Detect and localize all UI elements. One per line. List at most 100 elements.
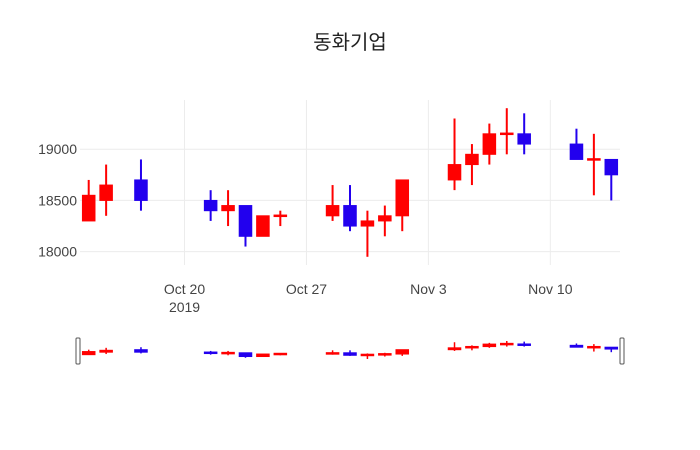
- slider-candle[interactable]: [360, 353, 375, 360]
- slider-candle-body: [99, 349, 113, 353]
- candle-body: [238, 205, 253, 237]
- slider-candle-body: [517, 343, 531, 346]
- slider-candle-body: [221, 351, 235, 355]
- slider-candle[interactable]: [343, 350, 357, 356]
- slider-candle-body: [465, 345, 479, 349]
- candle[interactable]: [203, 190, 218, 221]
- slider-candle-body: [500, 342, 514, 346]
- slider-candle[interactable]: [99, 347, 113, 355]
- y-tick-label: 18500: [38, 192, 77, 208]
- candle-body: [517, 133, 531, 145]
- candle[interactable]: [500, 108, 514, 155]
- grid: [80, 100, 620, 265]
- candle[interactable]: [447, 118, 462, 191]
- slider-candle-body: [343, 352, 357, 356]
- slider-candle[interactable]: [203, 350, 218, 355]
- candle-body: [325, 205, 340, 217]
- candle[interactable]: [569, 128, 584, 160]
- candle-body: [81, 194, 96, 222]
- range-slider-left-handle[interactable]: [75, 337, 81, 365]
- slider-candle[interactable]: [604, 346, 619, 353]
- candle-body: [360, 220, 375, 227]
- candle[interactable]: [221, 190, 235, 227]
- candle-body: [569, 143, 584, 160]
- x-tick-label: Oct 20: [164, 281, 205, 297]
- candle[interactable]: [238, 205, 253, 247]
- slider-candle-body: [604, 346, 619, 350]
- slider-candle[interactable]: [500, 340, 514, 347]
- slider-candle[interactable]: [447, 342, 462, 351]
- candle-body: [465, 153, 479, 166]
- x-tick-label: Nov 3: [410, 281, 447, 297]
- slider-candle[interactable]: [465, 345, 479, 351]
- candle-body: [134, 179, 148, 201]
- slider-candle-body: [569, 344, 584, 348]
- slider-candle[interactable]: [221, 350, 235, 356]
- candle[interactable]: [273, 210, 288, 227]
- candle[interactable]: [482, 123, 497, 165]
- slider-candle-body: [203, 351, 218, 355]
- slider-candle[interactable]: [587, 344, 601, 352]
- slider-candle[interactable]: [395, 349, 410, 356]
- x-tick-label: Nov 10: [528, 281, 573, 297]
- candle-body: [221, 205, 235, 212]
- x-tick-year-label: 2019: [169, 299, 200, 315]
- candle[interactable]: [360, 210, 375, 257]
- slider-candle[interactable]: [134, 347, 148, 354]
- x-axis: Oct 20 2019 Oct 27 Nov 3 Nov 10: [164, 281, 573, 315]
- candle[interactable]: [99, 164, 113, 216]
- candle[interactable]: [465, 144, 479, 186]
- chart-title: 동화기업: [313, 31, 387, 54]
- slider-candle[interactable]: [569, 343, 584, 348]
- candle-body: [395, 179, 410, 217]
- y-axis: 18000 18500 19000: [38, 141, 77, 259]
- candle[interactable]: [587, 133, 601, 196]
- candle[interactable]: [395, 179, 410, 232]
- slider-candle[interactable]: [238, 352, 253, 358]
- candle[interactable]: [378, 205, 392, 237]
- slider-candle-body: [81, 351, 96, 356]
- slider-candle-body: [482, 343, 497, 348]
- candle-body: [447, 164, 462, 181]
- candle-body: [604, 158, 619, 176]
- candles[interactable]: [81, 108, 619, 257]
- slider-candle-body: [134, 349, 148, 353]
- candle-body: [203, 199, 218, 212]
- slider-candle-body: [587, 345, 601, 349]
- slider-candle-body: [447, 347, 462, 351]
- candle-body: [587, 158, 601, 161]
- candle-body: [500, 132, 514, 136]
- candle[interactable]: [256, 215, 270, 237]
- range-slider-right-handle[interactable]: [619, 337, 625, 365]
- slider-candle-body: [238, 352, 253, 358]
- candle-body: [273, 214, 288, 218]
- slider-candle[interactable]: [256, 353, 270, 358]
- slider-candle[interactable]: [273, 352, 288, 356]
- candle[interactable]: [134, 159, 148, 211]
- candle[interactable]: [517, 113, 531, 155]
- slider-candle-body: [378, 353, 392, 356]
- slider-candle[interactable]: [378, 352, 392, 357]
- candle[interactable]: [604, 158, 619, 201]
- candle[interactable]: [81, 179, 96, 222]
- candle[interactable]: [325, 185, 340, 221]
- candle-body: [99, 184, 113, 201]
- y-tick-label: 18000: [38, 244, 77, 260]
- slider-candle[interactable]: [482, 342, 497, 348]
- candle-body: [256, 215, 270, 237]
- range-slider[interactable]: [75, 337, 625, 365]
- slider-candle[interactable]: [325, 350, 340, 355]
- candle-body: [482, 133, 497, 155]
- slider-candle[interactable]: [81, 349, 96, 356]
- candle[interactable]: [343, 185, 357, 232]
- x-tick-label: Oct 27: [286, 281, 327, 297]
- slider-candle-body: [256, 353, 270, 358]
- slider-candle-body: [273, 352, 288, 356]
- y-tick-label: 19000: [38, 141, 77, 157]
- candle-body: [378, 215, 392, 222]
- slider-candle-body: [325, 352, 340, 355]
- slider-candle-body: [360, 353, 375, 357]
- slider-candle[interactable]: [517, 341, 531, 347]
- candle-body: [343, 205, 357, 227]
